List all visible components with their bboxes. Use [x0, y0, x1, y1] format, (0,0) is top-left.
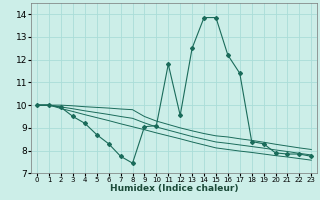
X-axis label: Humidex (Indice chaleur): Humidex (Indice chaleur) — [110, 184, 238, 193]
